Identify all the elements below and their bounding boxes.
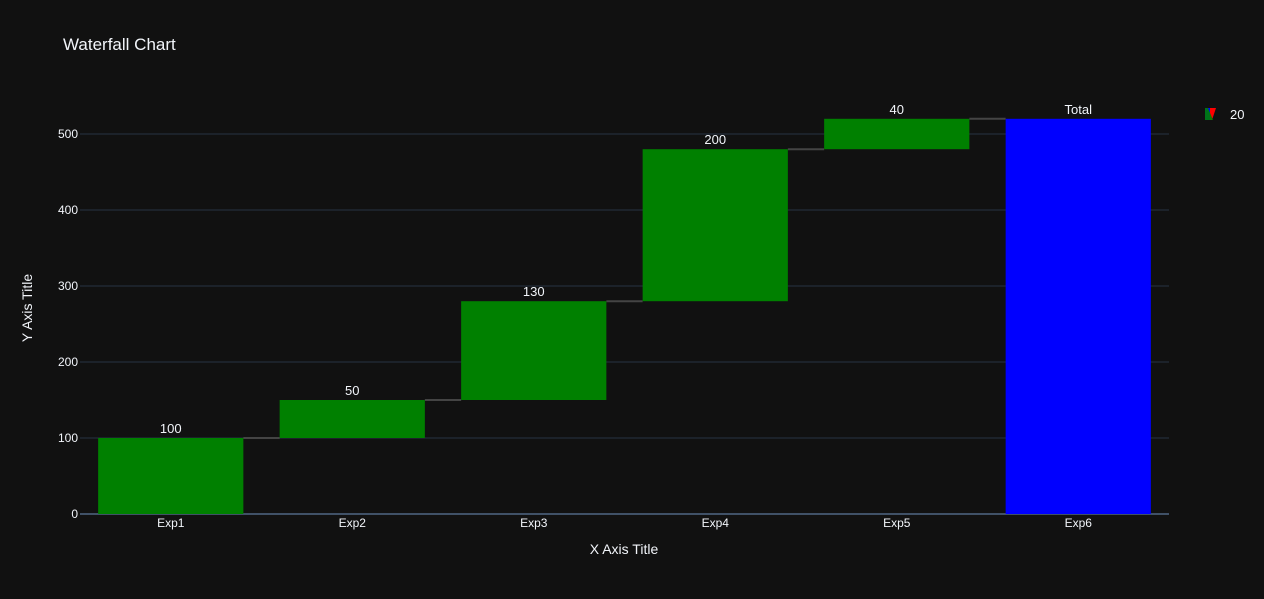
x-tick-label: Exp3 <box>520 516 548 530</box>
data-label: 40 <box>890 102 904 117</box>
x-axis-ticks: Exp1 Exp2 Exp3 Exp4 Exp5 Exp6 <box>157 516 1092 530</box>
grid-lines <box>80 133 1169 515</box>
y-tick-label: 300 <box>58 279 78 293</box>
connectors <box>243 117 1006 439</box>
bar-exp5 <box>824 118 970 150</box>
data-label: Total <box>1065 102 1093 117</box>
y-axis-title: Y Axis Title <box>19 274 35 342</box>
bar-exp6 <box>1005 118 1151 515</box>
bar-exp1 <box>98 438 244 514</box>
legend-label: 20 <box>1230 107 1244 122</box>
data-label: 100 <box>160 421 182 436</box>
data-label: 130 <box>523 284 545 299</box>
x-tick-label: Exp4 <box>702 516 730 530</box>
x-tick-label: Exp5 <box>883 516 911 530</box>
y-tick-label: 400 <box>58 203 78 217</box>
x-axis-title: X Axis Title <box>590 541 659 557</box>
bar-exp4 <box>642 149 788 302</box>
bar-exp3 <box>461 301 607 400</box>
y-tick-label: 100 <box>58 431 78 445</box>
data-label: 50 <box>345 383 359 398</box>
x-tick-label: Exp2 <box>339 516 367 530</box>
legend[interactable]: 20 <box>1205 107 1244 122</box>
bars <box>98 118 1151 515</box>
data-label: 200 <box>704 132 726 147</box>
y-tick-label: 0 <box>71 507 78 521</box>
y-axis-ticks: 0 100 200 300 400 500 <box>58 127 78 521</box>
data-labels: 100 50 130 200 40 Total <box>160 102 1092 436</box>
x-tick-label: Exp1 <box>157 516 185 530</box>
chart-title: Waterfall Chart <box>63 35 176 54</box>
x-tick-label: Exp6 <box>1065 516 1093 530</box>
legend-swatch <box>1205 108 1216 120</box>
y-tick-label: 500 <box>58 127 78 141</box>
bar-exp2 <box>279 400 425 438</box>
y-tick-label: 200 <box>58 355 78 369</box>
